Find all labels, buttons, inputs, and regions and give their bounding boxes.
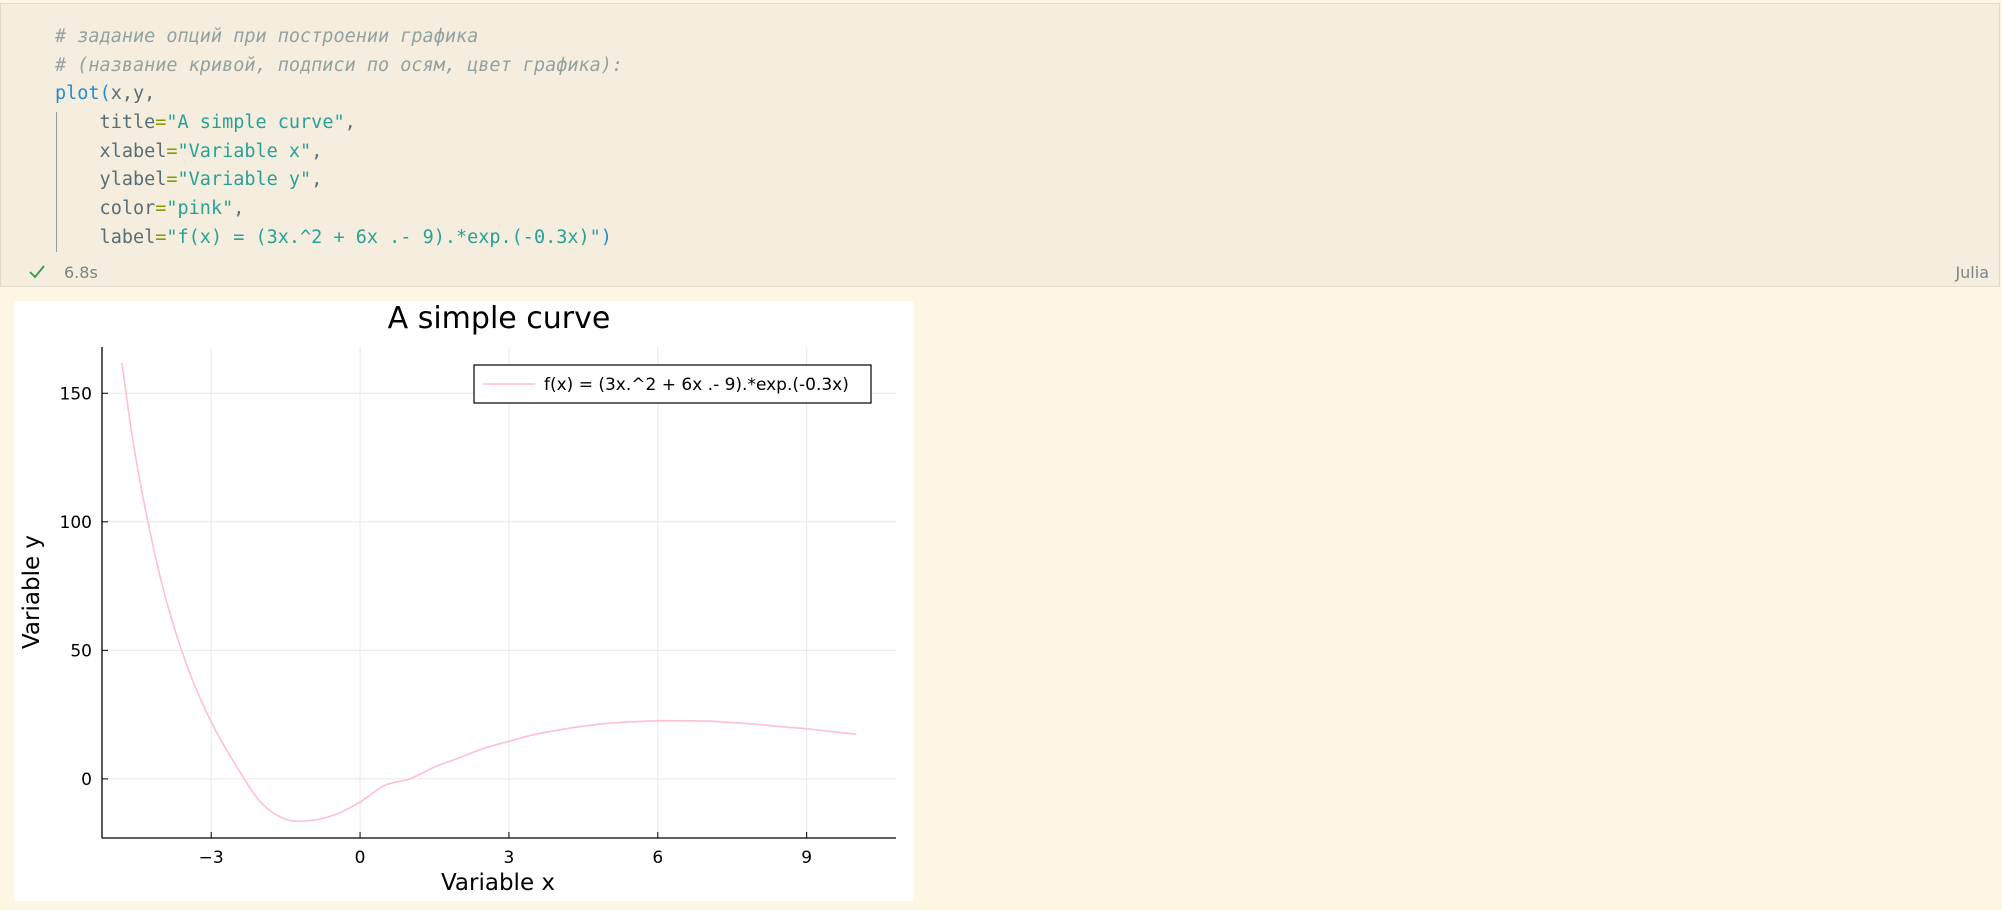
legend-label: f(x) = (3x.^2 + 6x .- 9).*exp.(-0.3x) bbox=[544, 375, 849, 395]
code-line: ylabel="Variable y", bbox=[55, 166, 623, 195]
code-token: plot bbox=[55, 83, 100, 105]
code-token: ( bbox=[99, 83, 111, 105]
code-token: # (название кривой, подписи по осям, цве… bbox=[55, 54, 624, 76]
code-token: "A simple curve" bbox=[166, 112, 345, 134]
code-line: # (название кривой, подписи по осям, цве… bbox=[55, 52, 623, 81]
chart-title: A simple curve bbox=[388, 301, 611, 336]
cell-language-label[interactable]: Julia bbox=[1955, 263, 1989, 282]
code-token: = bbox=[155, 198, 167, 220]
cell-output: A simple curve −3 0 3 6 9 0 50 100 150 Variable … bbox=[14, 301, 914, 901]
x-tick-label: 3 bbox=[504, 848, 515, 868]
series-lines bbox=[121, 362, 857, 823]
tick-labels: −3 0 3 6 9 0 50 100 150 bbox=[60, 384, 813, 868]
code-line: label="f(x) = (3x.^2 + 6x .- 9).*exp.(-0… bbox=[55, 224, 623, 253]
code-token: = bbox=[155, 112, 167, 134]
code-token: ) bbox=[600, 226, 612, 248]
code-token: ylabel bbox=[55, 169, 167, 191]
legend: f(x) = (3x.^2 + 6x .- 9).*exp.(-0.3x) bbox=[473, 364, 872, 404]
code-token: # задание опций при построении графика bbox=[55, 26, 479, 47]
code-token: = bbox=[155, 226, 167, 248]
execution-duration: 6.8s bbox=[64, 263, 98, 282]
grid-lines bbox=[102, 347, 896, 838]
code-token: color bbox=[55, 198, 156, 220]
code-editor[interactable]: # задание опций при построении графика # … bbox=[55, 23, 623, 253]
y-axis-label: Variable y bbox=[19, 535, 45, 649]
y-tick-label: 50 bbox=[70, 641, 92, 661]
indent-guide bbox=[56, 112, 57, 252]
code-line: xlabel="Variable x", bbox=[55, 138, 623, 167]
x-axis-label: Variable x bbox=[441, 870, 555, 896]
code-cell[interactable]: # задание опций при построении графика # … bbox=[0, 3, 2000, 287]
code-token: "f(x) = (3x.^2 + 6x .- 9).*exp.(-0.3x)" bbox=[166, 226, 601, 248]
cell-status-bar: 6.8s Julia bbox=[1, 260, 1999, 286]
code-token: xlabel bbox=[55, 140, 167, 162]
check-icon bbox=[29, 265, 45, 279]
y-tick-label: 100 bbox=[60, 513, 92, 533]
code-token: = bbox=[166, 140, 178, 162]
code-token: , bbox=[311, 140, 323, 162]
axes bbox=[101, 347, 896, 839]
x-tick-label: 0 bbox=[355, 848, 366, 868]
code-token: , bbox=[344, 112, 356, 134]
code-token: , bbox=[311, 169, 323, 191]
series-line bbox=[121, 362, 857, 823]
code-token: label bbox=[55, 226, 156, 248]
plot-figure: A simple curve −3 0 3 6 9 0 50 100 150 Variable … bbox=[19, 301, 896, 896]
code-line: color="pink", bbox=[55, 195, 623, 224]
y-tick-label: 0 bbox=[81, 770, 92, 790]
x-tick-label: −3 bbox=[199, 848, 224, 868]
code-token: , bbox=[233, 198, 245, 220]
code-line: plot(x,y, bbox=[55, 80, 623, 109]
y-tick-label: 150 bbox=[60, 384, 92, 404]
code-token: "pink" bbox=[166, 198, 234, 220]
code-token: = bbox=[166, 169, 178, 191]
x-tick-label: 9 bbox=[801, 848, 812, 868]
x-tick-label: 6 bbox=[652, 848, 663, 868]
code-token: x,y, bbox=[110, 83, 156, 105]
code-token: "Variable y" bbox=[177, 169, 312, 191]
legend-box bbox=[473, 364, 872, 404]
code-token: title bbox=[55, 112, 156, 134]
code-line: title="A simple curve", bbox=[55, 109, 623, 138]
code-line: # задание опций при построении графика bbox=[55, 23, 623, 52]
code-token: "Variable x" bbox=[177, 140, 312, 162]
